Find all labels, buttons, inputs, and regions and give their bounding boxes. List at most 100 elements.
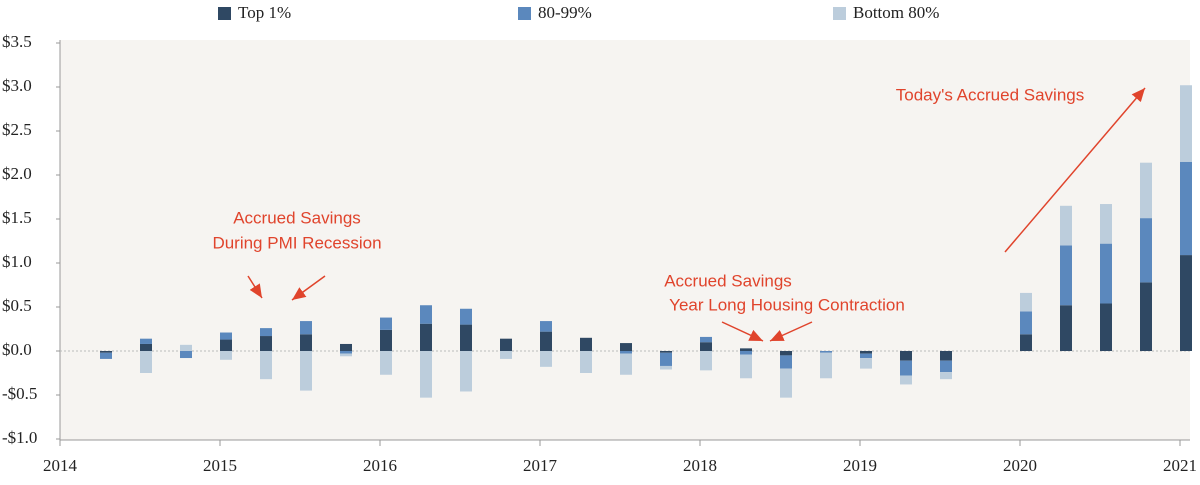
bar-segment: [260, 328, 272, 337]
bar-segment: [900, 375, 912, 385]
x-tick-label: 2014: [43, 456, 78, 475]
bar-segment: [420, 351, 432, 398]
x-tick-label: 2019: [843, 456, 877, 475]
bar-segment: [820, 351, 832, 353]
bar-segment: [1100, 204, 1112, 244]
legend-label: Top 1%: [238, 3, 291, 22]
legend-swatch: [518, 7, 531, 20]
bar-segment: [620, 343, 632, 351]
y-tick-label: $3.5: [2, 32, 32, 51]
bar-segment: [1180, 85, 1192, 162]
bar-segment: [1020, 292, 1032, 312]
arrows: [247, 87, 1146, 342]
bar-segment: [1060, 305, 1072, 351]
bar-segment: [460, 308, 472, 325]
bar-segment: [1100, 303, 1112, 351]
bar-segment: [380, 317, 392, 330]
y-tick-label: $1.0: [2, 252, 32, 271]
bar-segment: [780, 355, 792, 369]
bar-segment: [340, 353, 352, 357]
bar-segment: [660, 365, 672, 370]
bar-segment: [1060, 205, 1072, 246]
bar-segment: [580, 337, 592, 351]
bar-segment: [300, 321, 312, 335]
bar-segment: [420, 305, 432, 324]
bar-segment: [180, 344, 192, 351]
bar-segment: [700, 351, 712, 371]
bar-segment: [1140, 218, 1152, 283]
bar-segment: [580, 351, 592, 373]
bar-segment: [1140, 282, 1152, 351]
x-tick-label: 2018: [683, 456, 717, 475]
bar-segment: [660, 352, 672, 366]
y-tick-label: -$1.0: [2, 428, 37, 447]
y-tick-label: $0.0: [2, 340, 32, 359]
legend-swatch: [218, 7, 231, 20]
bar-segment: [940, 351, 952, 361]
bar-segment: [540, 351, 552, 367]
x-tick-label: 2016: [363, 456, 397, 475]
bar-segment: [820, 352, 832, 379]
bar-segment: [100, 352, 112, 359]
bar-segment: [700, 336, 712, 343]
bar-segment: [660, 351, 672, 353]
bar-segment: [860, 351, 872, 354]
bar-segment: [620, 353, 632, 375]
legend-label: 80-99%: [538, 3, 592, 22]
annotation: During PMI Recession: [212, 233, 381, 252]
bar-segment: [340, 343, 352, 351]
bar-segment: [740, 348, 752, 351]
bar-segment: [540, 331, 552, 351]
bar-segment: [900, 360, 912, 376]
bar-segment: [140, 351, 152, 373]
x-tick-label: 2017: [523, 456, 558, 475]
bar-segment: [260, 336, 272, 351]
bar-segment: [620, 351, 632, 354]
bar-segment: [460, 324, 472, 351]
bar-segment: [900, 351, 912, 361]
bar-segment: [220, 339, 232, 351]
bar-segment: [780, 351, 792, 356]
bar-segment: [500, 351, 512, 359]
bar-segment: [140, 338, 152, 344]
bar-segment: [100, 351, 112, 353]
y-tick-label: $1.5: [2, 208, 32, 227]
x-tick-label: 2015: [203, 456, 237, 475]
y-tick-label: $0.5: [2, 296, 32, 315]
bar-segment: [220, 351, 232, 360]
bar-segment: [860, 353, 872, 359]
bar-segment: [740, 354, 752, 379]
bar-segment: [380, 351, 392, 375]
x-tick-label: 2021: [1163, 456, 1197, 475]
annotation: Today's Accrued Savings: [896, 85, 1084, 104]
bar-segment: [180, 351, 192, 359]
bar-segment: [700, 342, 712, 351]
legend-swatch: [833, 7, 846, 20]
bar-segment: [1020, 311, 1032, 335]
bar-segment: [140, 343, 152, 351]
bar-segment: [300, 351, 312, 391]
bar-segment: [1180, 255, 1192, 351]
bar-segment: [220, 332, 232, 340]
bar-segment: [500, 338, 512, 351]
legend-label: Bottom 80%: [853, 3, 939, 22]
bar-segment: [740, 351, 752, 355]
y-tick-label: $2.5: [2, 120, 32, 139]
bar-segment: [260, 351, 272, 380]
bar-segment: [940, 372, 952, 380]
annotation: Accrued Savings: [664, 271, 792, 290]
bar-segment: [420, 323, 432, 351]
annotation: Accrued Savings: [233, 208, 361, 227]
bar-segment: [460, 351, 472, 392]
annotation: Year Long Housing Contraction: [669, 295, 905, 314]
bar-segment: [860, 358, 872, 369]
bar-segment: [780, 368, 792, 398]
bar-segment: [1180, 161, 1192, 256]
bar-segment: [340, 351, 352, 354]
y-tick-label: $2.0: [2, 164, 32, 183]
x-tick-label: 2020: [1003, 456, 1037, 475]
bar-segment: [1060, 245, 1072, 306]
bar-segment: [540, 321, 552, 332]
bar-segment: [1020, 334, 1032, 351]
